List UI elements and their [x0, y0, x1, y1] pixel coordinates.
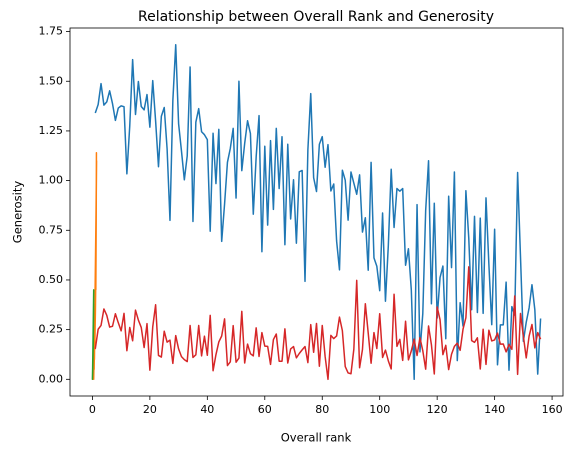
y-tick-label: 1.00	[39, 174, 64, 187]
line-series	[94, 266, 542, 381]
x-tick-label: 140	[484, 403, 505, 416]
plot-area	[91, 43, 542, 381]
line-series	[94, 43, 542, 381]
x-tick-label: 80	[315, 403, 329, 416]
x-tick-label: 40	[200, 403, 214, 416]
x-tick-label: 120	[427, 403, 448, 416]
x-tick-label: 160	[542, 403, 563, 416]
chart-title: Relationship between Overall Rank and Ge…	[138, 9, 494, 25]
y-tick-label: 0.75	[39, 223, 64, 236]
x-tick-label: 100	[369, 403, 390, 416]
x-tick-label: 0	[89, 403, 96, 416]
y-tick-label: 1.50	[39, 74, 64, 87]
line-series	[92, 152, 98, 381]
y-tick-label: 1.25	[39, 124, 64, 137]
x-tick-label: 60	[258, 403, 272, 416]
x-axis-label: Overall rank	[281, 431, 352, 445]
y-tick-label: 0.00	[39, 372, 64, 385]
line-series	[91, 289, 95, 381]
y-axis-label: Generosity	[11, 181, 25, 244]
y-tick-label: 0.50	[39, 273, 64, 286]
x-tick-label: 20	[143, 403, 157, 416]
y-tick-label: 0.25	[39, 323, 64, 336]
axes-frame	[69, 27, 564, 397]
y-tick-label: 1.75	[39, 25, 64, 38]
